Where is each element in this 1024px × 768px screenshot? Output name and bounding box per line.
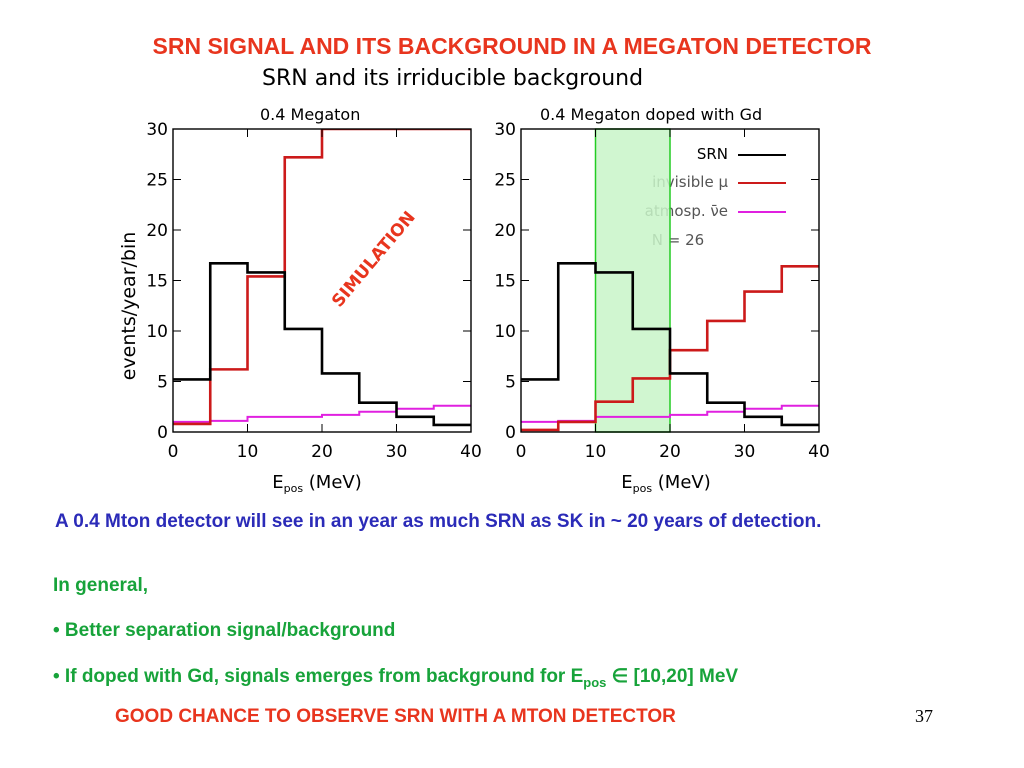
conclusion-text: GOOD CHANCE TO OBSERVE SRN WITH A MTON D… (115, 706, 676, 727)
y-tick-label: 10 (494, 322, 516, 342)
left-panel-title: 0.4 Megaton (260, 105, 360, 124)
slide-title: SRN SIGNAL AND ITS BACKGROUND IN A MEGAT… (152, 33, 872, 59)
plot-area-1: 0 10 20 30 40 0 5 10 15 20 25 30 (494, 120, 829, 462)
x-tick-label: 40 (460, 442, 482, 462)
bullet-gd-doping: • If doped with Gd, signals emerges from… (53, 666, 739, 690)
bullet-separation: • Better separation signal/background (53, 620, 396, 641)
x-tick-label: 30 (734, 442, 756, 462)
plot-area-0: 0 10 20 30 40 0 5 10 15 20 25 30 (146, 120, 481, 462)
legend-label-srn: SRN (697, 145, 728, 163)
y-tick-label: 30 (494, 120, 516, 140)
summary-paragraph: A 0.4 Mton detector will see in an year … (55, 511, 822, 532)
y-tick-label: 10 (146, 322, 168, 342)
y-tick-label: 30 (146, 120, 168, 140)
series-line-srn (521, 262, 819, 427)
y-tick-label: 20 (494, 221, 516, 241)
x-tick-label: 20 (311, 442, 333, 462)
legend-item-invisible-mu: invisible μ (652, 173, 786, 191)
legend-item-srn: SRN (697, 145, 786, 163)
x-tick-label: 40 (808, 442, 830, 462)
y-tick-label: 0 (505, 423, 516, 443)
chart-right-panel: 0.4 Megaton doped with Gd Epos (MeV) SRN… (494, 105, 829, 495)
x-tick-label: 0 (516, 442, 527, 462)
series-line-srn (173, 262, 471, 427)
page-number: 37 (915, 706, 933, 726)
series-line-atmosp-e (173, 404, 471, 423)
right-panel-title: 0.4 Megaton doped with Gd (540, 105, 762, 124)
legend-label-invisible-mu: invisible μ (652, 173, 728, 191)
y-tick-label: 20 (146, 221, 168, 241)
chart-left-panel: 0.4 Megaton events/year/bin Epos (MeV) S… (118, 105, 482, 495)
y-tick-label: 15 (494, 272, 516, 292)
plot-frame (172, 128, 472, 433)
y-tick-label: 25 (494, 171, 516, 191)
in-general-label: In general, (53, 575, 149, 596)
x-tick-label: 30 (386, 442, 408, 462)
y-tick-label: 5 (157, 373, 168, 393)
y-tick-label: 0 (157, 423, 168, 443)
y-tick-label: 5 (505, 373, 516, 393)
left-x-axis-label: Epos (MeV) (272, 472, 362, 495)
y-tick-label: 15 (146, 272, 168, 292)
x-tick-label: 0 (168, 442, 179, 462)
x-tick-label: 10 (585, 442, 607, 462)
simulation-annotation: SIMULATION (328, 208, 420, 312)
series-line-invisible (173, 129, 471, 426)
right-x-axis-label: Epos (MeV) (621, 472, 711, 495)
x-tick-label: 10 (237, 442, 259, 462)
figure-title: SRN and its irriducible background (262, 66, 644, 91)
histogram-figure: 0.4 Megaton events/year/bin Epos (MeV) S… (118, 105, 830, 495)
x-tick-label: 20 (659, 442, 681, 462)
y-axis-label: events/year/bin (118, 232, 140, 381)
y-tick-label: 25 (146, 171, 168, 191)
